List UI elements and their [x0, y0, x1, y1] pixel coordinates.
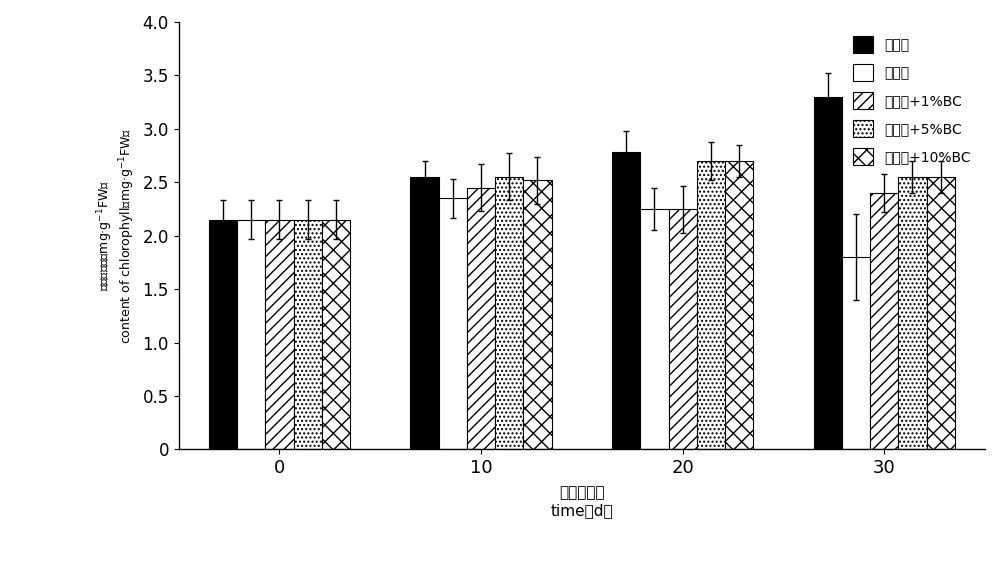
Bar [209, 220, 237, 449]
Bar [697, 161, 725, 449]
Bar [467, 187, 495, 449]
Bar [870, 193, 898, 449]
Bar [612, 153, 640, 449]
X-axis label: 时间（天）
time（d）: 时间（天） time（d） [551, 486, 613, 518]
Bar [265, 220, 294, 449]
Bar [842, 257, 870, 449]
Bar [640, 209, 669, 449]
Bar [927, 177, 955, 449]
Bar [410, 177, 439, 449]
Bar [523, 180, 552, 449]
Bar [439, 199, 467, 449]
Bar [237, 220, 265, 449]
Bar [725, 161, 753, 449]
Bar [322, 220, 350, 449]
Bar [495, 177, 523, 449]
Legend: 对照土, 重茬土, 重茬土+1%BC, 重茬土+5%BC, 重茬土+10%BC: 对照土, 重茬土, 重茬土+1%BC, 重茬土+5%BC, 重茬土+10%BC [846, 29, 978, 172]
Bar [294, 220, 322, 449]
Bar [898, 177, 927, 449]
Bar [669, 209, 697, 449]
Y-axis label: 叶绿素含量（mg·g$^{-1}$FW）
content of chlorophyll（mg·g$^{-1}$FW）: 叶绿素含量（mg·g$^{-1}$FW） content of chloroph… [95, 127, 137, 344]
Bar [814, 97, 842, 449]
